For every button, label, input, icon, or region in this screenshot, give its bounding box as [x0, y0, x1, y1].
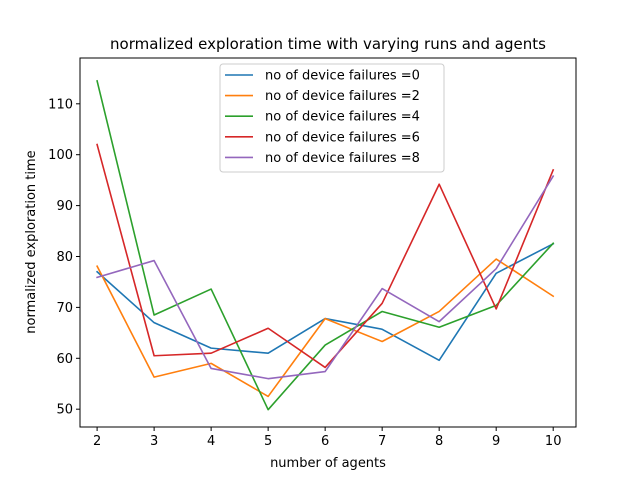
series-layer — [95, 79, 555, 411]
y-tick-label: 80 — [56, 250, 73, 265]
y-tick-label: 100 — [48, 148, 73, 163]
y-tick-label: 90 — [56, 199, 73, 214]
x-tick-label: 5 — [264, 434, 272, 449]
x-tick-label: 3 — [150, 434, 158, 449]
chart-title: normalized exploration time with varying… — [110, 35, 546, 53]
legend: no of device failures =0 no of device fai… — [219, 63, 445, 173]
x-tick-label: 4 — [207, 434, 215, 449]
series-line-3 — [96, 143, 555, 369]
legend-label-0: no of device failures =0 — [265, 69, 420, 84]
legend-label-3: no of device failures =6 — [265, 130, 420, 145]
y-tick-label: 110 — [48, 97, 73, 112]
plot-frame — [79, 57, 577, 428]
x-tick-label: 2 — [93, 434, 101, 449]
x-tick-label: 6 — [321, 434, 329, 449]
y-axis-ticks: 50 60 70 80 90 100 110 — [48, 97, 80, 418]
series-line-1 — [96, 258, 555, 398]
x-tick-label: 7 — [378, 434, 386, 449]
x-axis-label: number of agents — [270, 456, 386, 471]
legend-label-2: no of device failures =4 — [265, 110, 420, 125]
legend-label-1: no of device failures =2 — [265, 89, 420, 104]
legend-box — [219, 63, 445, 173]
y-axis-label: normalized exploration time — [24, 150, 39, 333]
series-line-4 — [96, 174, 555, 380]
y-tick-label: 70 — [56, 301, 73, 316]
x-tick-label: 9 — [492, 434, 500, 449]
y-tick-label: 50 — [56, 403, 73, 418]
x-tick-label: 10 — [545, 434, 562, 449]
series-line-2 — [96, 79, 555, 411]
x-axis-ticks: 2 3 4 5 6 7 8 9 10 — [93, 427, 562, 449]
y-tick-label: 60 — [56, 352, 73, 367]
x-tick-label: 8 — [435, 434, 443, 449]
legend-label-4: no of device failures =8 — [265, 151, 420, 166]
